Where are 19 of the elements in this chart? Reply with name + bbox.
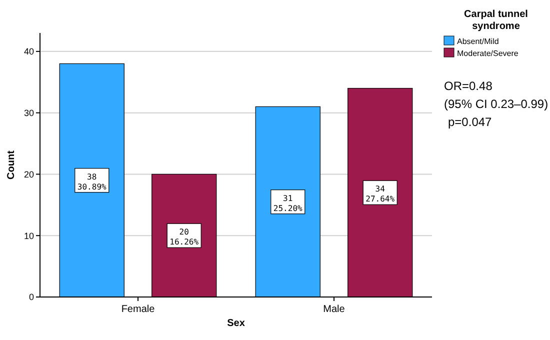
- x-axis-title: Sex: [227, 318, 246, 329]
- data-label: 31 25.20%: [273, 194, 303, 213]
- y-tick-label: 10: [24, 230, 34, 241]
- y-tick-label: 40: [24, 46, 34, 57]
- data-label: 20 16.26%: [170, 228, 199, 247]
- y-tick-label: 0: [28, 292, 34, 302]
- legend-label: Absent/Mild: [457, 37, 499, 46]
- legend-title: Carpal tunnel syndrome: [464, 9, 528, 32]
- legend-label: Moderate/Severe: [457, 49, 519, 58]
- x-tick-label: Female: [121, 304, 156, 315]
- x-tick-label: Male: [323, 304, 346, 315]
- y-tick-label: 20: [24, 169, 34, 180]
- data-label: 34 27.64%: [366, 184, 395, 204]
- data-label: 38 30.89%: [77, 172, 107, 192]
- text: OR=0.48: [444, 79, 493, 93]
- y-axis-title: Count: [6, 150, 17, 180]
- y-tick-label: 30: [24, 108, 34, 118]
- text: p=0.047: [448, 115, 492, 129]
- text: (95% CI 0.23–0.99): [444, 97, 548, 111]
